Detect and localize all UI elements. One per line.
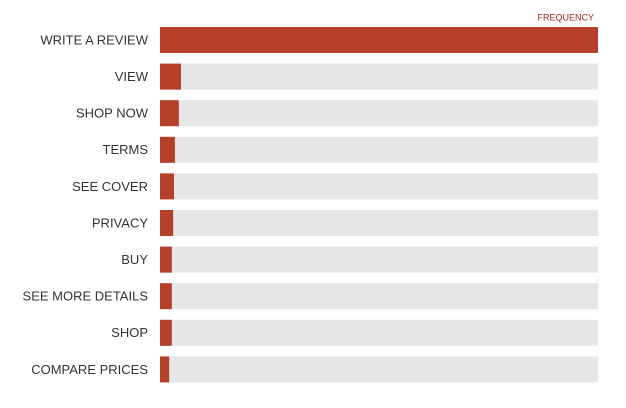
category-label: VIEW: [115, 69, 149, 84]
bar: [160, 246, 172, 273]
category-label: WRITE A REVIEW: [40, 32, 148, 47]
bar-track: [160, 173, 598, 200]
bar-track: [160, 319, 598, 346]
bar: [160, 27, 598, 53]
bar-track: [160, 210, 598, 236]
axis-title: FREQUENCY: [537, 12, 594, 22]
bar-track: [160, 246, 598, 273]
category-label: SHOP NOW: [76, 106, 149, 121]
bar: [160, 136, 175, 163]
bar: [160, 210, 174, 236]
category-label: SEE MORE DETAILS: [23, 289, 149, 304]
bar: [160, 173, 175, 200]
bar: [160, 283, 172, 310]
category-label: TERMS: [103, 142, 149, 157]
bar-track: [160, 136, 598, 163]
bar: [160, 100, 179, 127]
category-label: SHOP: [111, 325, 148, 340]
bar-track: [160, 283, 598, 310]
bar-track: [160, 63, 598, 90]
category-label: SEE COVER: [72, 179, 148, 194]
bar-track: [160, 100, 598, 127]
category-label: COMPARE PRICES: [31, 362, 148, 377]
bar: [160, 319, 172, 346]
bar: [160, 356, 170, 383]
category-label: PRIVACY: [92, 215, 148, 230]
bar-track: [160, 356, 598, 383]
bar: [160, 63, 182, 90]
category-label: BUY: [121, 252, 148, 267]
